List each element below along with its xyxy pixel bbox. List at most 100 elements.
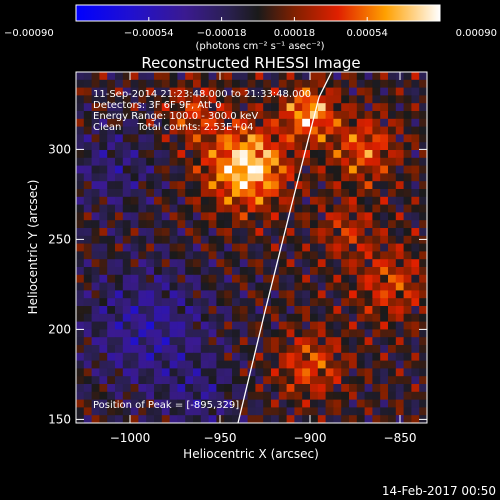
y-tick-label: 200 (48, 322, 71, 336)
heatmap-cell (263, 306, 272, 315)
heatmap-cell (271, 306, 280, 315)
heatmap-cell (208, 126, 217, 135)
heatmap-cell (310, 173, 319, 182)
heatmap-cell (286, 111, 295, 120)
heatmap-cell (325, 290, 334, 299)
heatmap-cell (333, 345, 342, 354)
heatmap-cell (247, 274, 256, 283)
heatmap-cell (356, 134, 365, 143)
heatmap-cell (310, 181, 319, 190)
heatmap-cell (372, 220, 381, 229)
heatmap-cell (310, 360, 319, 369)
heatmap-cell (200, 212, 209, 221)
heatmap-cell (115, 290, 124, 299)
heatmap-cell (177, 196, 186, 205)
heatmap-cell (193, 126, 202, 135)
heatmap-cell (388, 337, 397, 346)
heatmap-cell (122, 126, 131, 135)
heatmap-cell (154, 391, 163, 400)
heatmap-cell (115, 345, 124, 354)
x-tick-label: −850 (384, 431, 417, 445)
heatmap-cell (317, 313, 326, 322)
heatmap-cell (263, 415, 272, 423)
heatmap-cell (317, 376, 326, 385)
heatmap-cell (302, 204, 311, 213)
heatmap-cell (130, 181, 139, 190)
heatmap-cell (115, 220, 124, 229)
heatmap-cell (169, 235, 178, 244)
heatmap-cell (255, 150, 264, 159)
heatmap-cell (216, 142, 225, 151)
heatmap-cell (271, 399, 280, 408)
heatmap-cell (286, 267, 295, 276)
heatmap-cell (239, 181, 248, 190)
heatmap-cell (200, 243, 209, 252)
heatmap-cell (294, 376, 303, 385)
heatmap-cell (349, 150, 358, 159)
heatmap-cell (169, 313, 178, 322)
heatmap-cell (177, 87, 186, 96)
heatmap-cell (138, 368, 147, 377)
heatmap-cell (232, 235, 241, 244)
heatmap-cell (130, 87, 139, 96)
heatmap-cell (395, 157, 404, 166)
heatmap-cell (349, 79, 358, 88)
heatmap-cell (349, 376, 358, 385)
heatmap-cell (356, 72, 365, 81)
heatmap-cell (200, 360, 209, 369)
heatmap-cell (364, 306, 373, 315)
heatmap-cell (278, 290, 287, 299)
heatmap-cell (255, 251, 264, 260)
heatmap-cell (271, 368, 280, 377)
heatmap-cell (278, 313, 287, 322)
heatmap-cell (208, 196, 217, 205)
heatmap-cell (325, 384, 334, 393)
heatmap-cell (380, 282, 389, 291)
heatmap-cell (278, 298, 287, 307)
heatmap-cell (99, 259, 108, 268)
heatmap-cell (216, 399, 225, 408)
heatmap-cell (341, 212, 350, 221)
heatmap-cell (224, 243, 233, 252)
heatmap-cell (138, 111, 147, 120)
heatmap-cell (333, 259, 342, 268)
heatmap-cell (161, 376, 170, 385)
heatmap-cell (403, 111, 412, 120)
heatmap-cell (364, 87, 373, 96)
heatmap-cell (403, 259, 412, 268)
heatmap-cell (247, 298, 256, 307)
heatmap-cell (395, 376, 404, 385)
heatmap-cell (232, 212, 241, 221)
heatmap-cell (83, 243, 92, 252)
heatmap-cell (161, 352, 170, 361)
heatmap-cell (349, 87, 358, 96)
heatmap-cell (208, 360, 217, 369)
heatmap-cell (380, 306, 389, 315)
heatmap-cell (310, 313, 319, 322)
heatmap-cell (255, 337, 264, 346)
heatmap-cell (349, 243, 358, 252)
heatmap-cell (91, 111, 100, 120)
heatmap-cell (325, 79, 334, 88)
heatmap-cell (107, 274, 116, 283)
heatmap-cell (200, 415, 209, 423)
heatmap-cell (247, 126, 256, 135)
heatmap-cell (419, 306, 427, 315)
heatmap-cell (146, 72, 155, 81)
heatmap-cell (271, 204, 280, 213)
heatmap-cell (99, 376, 108, 385)
heatmap-cell (107, 220, 116, 229)
heatmap-cell (76, 111, 85, 120)
heatmap-cell (200, 399, 209, 408)
heatmap-cell (278, 204, 287, 213)
heatmap-cell (302, 243, 311, 252)
heatmap-cell (372, 407, 381, 416)
heatmap-cell (388, 72, 397, 81)
heatmap-cell (232, 220, 241, 229)
heatmap-cell (349, 415, 358, 423)
heatmap-cell (91, 290, 100, 299)
heatmap-cell (294, 212, 303, 221)
heatmap-cell (208, 157, 217, 166)
heatmap-cell (263, 290, 272, 299)
heatmap-cell (356, 243, 365, 252)
